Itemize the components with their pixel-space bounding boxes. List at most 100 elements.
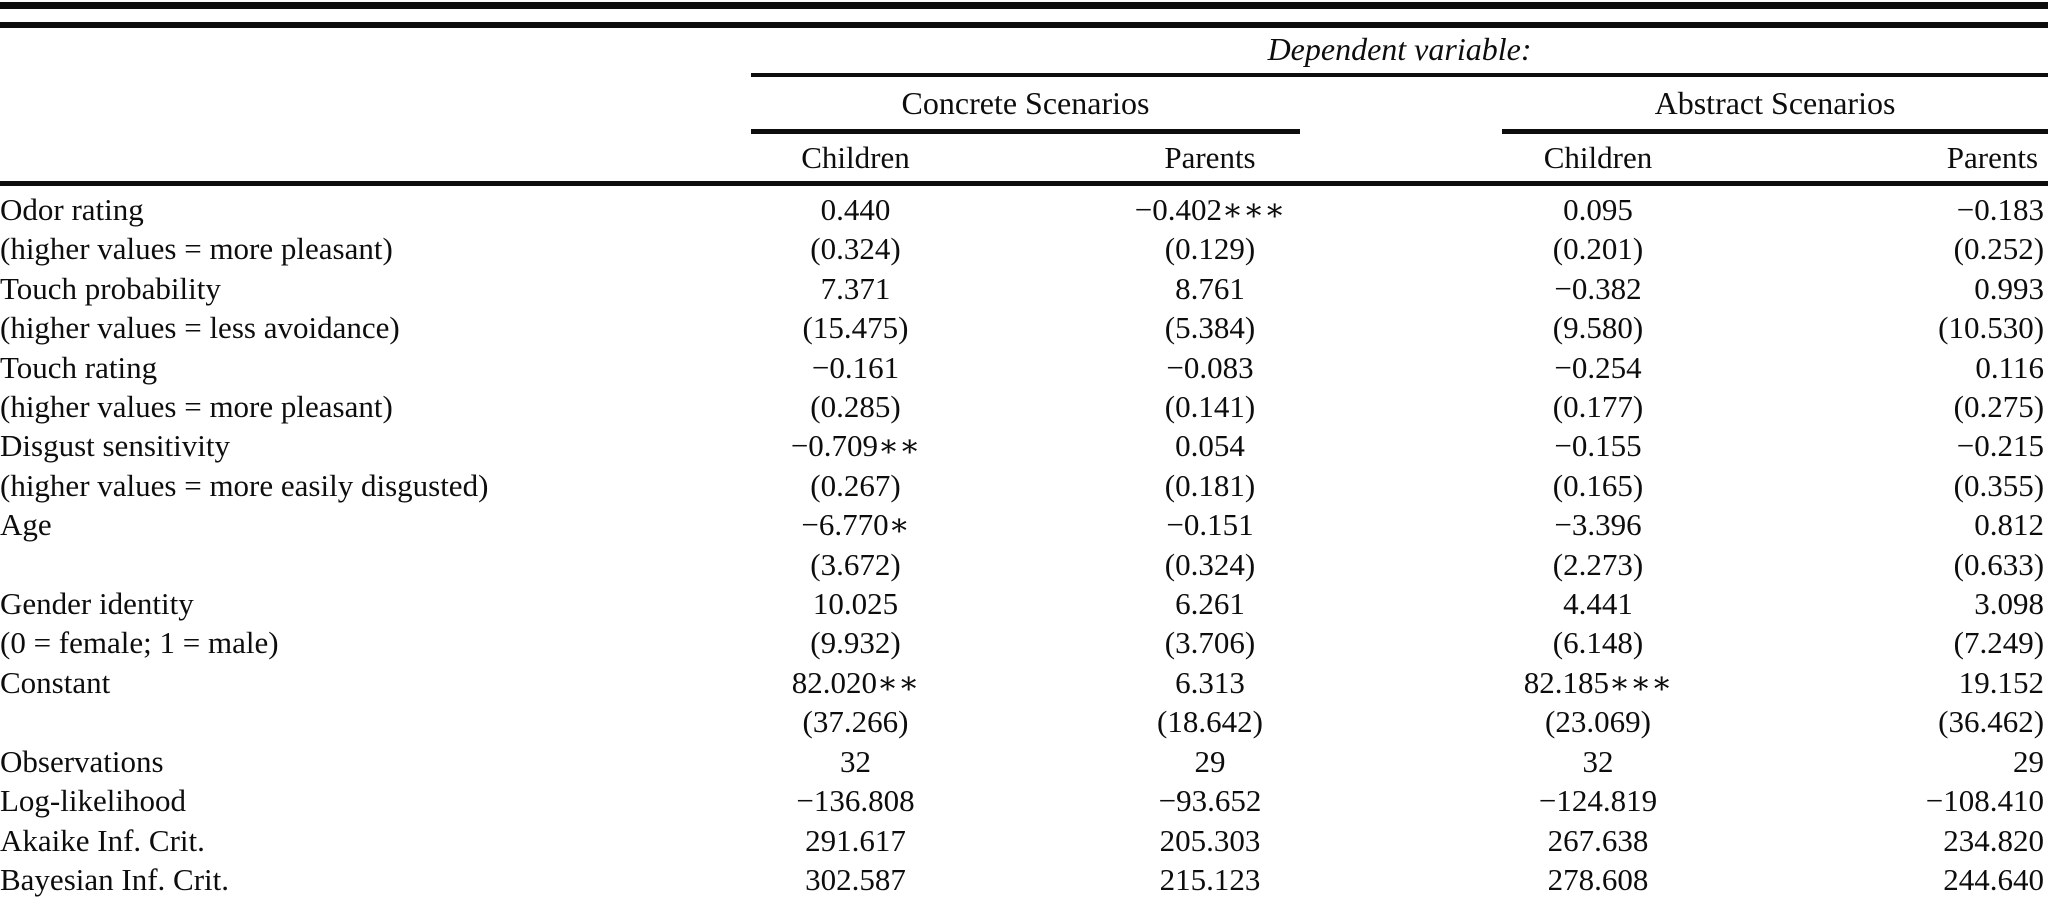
row-label: Disgust sensitivity [0,428,230,464]
value-cell: (7.249) [1953,625,2045,661]
value-cell: (18.642) [1157,704,1263,740]
value-cell: −136.808 [796,783,915,819]
table-row: (37.266) (18.642) (23.069) (36.462) [0,702,2048,741]
value-cell: (0.267) [810,467,901,503]
value-cell: 302.587 [805,861,906,897]
table-row: Age −6.770∗ −0.151 −3.396 0.812 [0,505,2048,544]
row-label: (higher values = less avoidance) [0,310,400,346]
group-header-concrete-cell: Concrete Scenarios [751,75,1460,134]
row-label: Touch probability [0,270,221,306]
table-row: Log-likelihood −136.808 −93.652 −124.819 −10… [0,781,2048,820]
value-cell: (3.706) [1164,625,1256,661]
row-label: (higher values = more pleasant) [0,389,393,425]
value-cell: (6.148) [1552,625,1644,661]
value-cell: 234.820 [1943,822,2045,858]
row-label: Gender identity [0,586,194,622]
value-cell: 291.617 [805,822,906,858]
row-label [0,545,751,584]
table-row: Odor rating 0.440 −0.402∗∗∗ 0.095 −0.183 [0,184,2048,230]
value-cell: 278.608 [1547,861,1649,897]
row-label: Constant [0,664,111,700]
table-row: Akaike Inf. Crit. 291.617 205.303 267.638 23… [0,821,2048,860]
value-cell: (0.324) [810,231,901,267]
top-double-rule-line [0,2,2048,9]
table-row: Touch probability 7.371 8.761 −0.382 0.993 [0,269,2048,308]
value-cell: 4.441 [1563,586,1633,622]
value-cell: 0.993 [1974,270,2045,306]
value-cell: 82.020∗∗ [791,664,920,700]
value-cell: 19.152 [1958,664,2045,700]
table-row: (higher values = more pleasant) (0.324) (0… [0,229,2048,268]
value-cell: (0.355) [1953,467,2045,503]
value-cell: (23.069) [1545,704,1651,740]
row-label [0,702,751,741]
table-row: Observations 32 29 32 29 [0,742,2048,781]
table-row: Touch rating −0.161 −0.083 −0.254 0.116 [0,348,2048,387]
value-cell: 244.640 [1943,861,2045,897]
value-cell: −0.382 [1554,270,1642,306]
value-cell: 29 [2013,743,2045,779]
value-cell: 0.095 [1563,192,1633,227]
value-cell: (0.201) [1552,231,1644,267]
table-row: (higher values = more pleasant) (0.285) (0… [0,387,2048,426]
table-row: (higher values = less avoidance) (15.475)… [0,308,2048,347]
value-cell: 8.761 [1175,270,1245,306]
col-header-children-concrete: Children [751,134,960,186]
value-cell: 3.098 [1974,586,2045,622]
value-cell: 205.303 [1159,822,1261,858]
value-cell: 32 [840,743,871,779]
value-cell: 0.812 [1974,507,2045,543]
value-cell: (9.932) [810,625,901,661]
value-cell: −6.770∗ [801,507,910,543]
value-cell: −0.161 [811,349,900,385]
row-label: (higher values = more pleasant) [0,231,393,267]
group-header-abstract: Abstract Scenarios [1502,77,2048,134]
value-cell: (0.141) [1164,389,1256,425]
value-cell: (15.475) [802,310,909,346]
row-label: Bayesian Inf. Crit. [0,861,230,897]
table-row: Gender identity 10.025 6.261 4.441 3.098 [0,584,2048,623]
value-cell: (0.633) [1953,546,2045,582]
value-cell: −0.083 [1166,349,1254,385]
value-cell: (3.672) [810,546,901,582]
dependent-variable-header: Dependent variable: [751,25,2048,77]
value-cell: −0.151 [1166,507,1254,543]
value-cell: (0.275) [1953,389,2045,425]
value-cell: (10.530) [1938,310,2045,346]
table-row: (3.672) (0.324) (2.273) (0.633) [0,545,2048,584]
row-label: Akaike Inf. Crit. [0,822,205,858]
header-corner-cell [0,25,751,186]
group-header-concrete: Concrete Scenarios [751,77,1300,134]
value-cell: (5.384) [1164,310,1256,346]
table-row: Bayesian Inf. Crit. 302.587 215.123 278.608… [0,860,2048,903]
value-cell: 82.185∗∗∗ [1523,664,1673,700]
value-cell: (37.266) [802,704,909,740]
value-cell: −3.396 [1554,507,1642,543]
value-cell: 0.440 [820,192,891,227]
value-cell: (0.252) [1953,231,2045,267]
regression-table: Dependent variable: Concrete Scenarios A… [0,22,2048,903]
value-cell: 29 [1194,743,1226,779]
value-cell: −0.402∗∗∗ [1134,192,1286,227]
value-cell: −0.709∗∗ [790,428,921,464]
table-row: Constant 82.020∗∗ 6.313 82.185∗∗∗ 19.152 [0,663,2048,702]
table-row: (0 = female; 1 = male) (9.932) (3.706) (6.1… [0,623,2048,662]
value-cell: 6.261 [1175,586,1245,622]
table-header: Dependent variable: Concrete Scenarios A… [0,25,2048,186]
row-label: (0 = female; 1 = male) [0,625,279,661]
value-cell: 32 [1582,743,1614,779]
value-cell: 0.116 [1975,349,2045,385]
value-cell: (9.580) [1552,310,1644,346]
table-row: (higher values = more easily disgusted) (… [0,466,2048,505]
value-cell: −0.254 [1554,349,1642,385]
value-cell: 6.313 [1175,664,1245,700]
value-cell: (0.177) [1552,389,1644,425]
table-row: Disgust sensitivity −0.709∗∗ 0.054 −0.155 −0… [0,426,2048,465]
value-cell: 267.638 [1547,822,1649,858]
value-cell: −93.652 [1158,783,1262,819]
value-cell: −0.215 [1956,428,2045,464]
value-cell: −108.410 [1925,783,2045,819]
value-cell: 10.025 [812,586,899,622]
value-cell: −124.819 [1538,783,1658,819]
value-cell: (0.285) [810,389,901,425]
